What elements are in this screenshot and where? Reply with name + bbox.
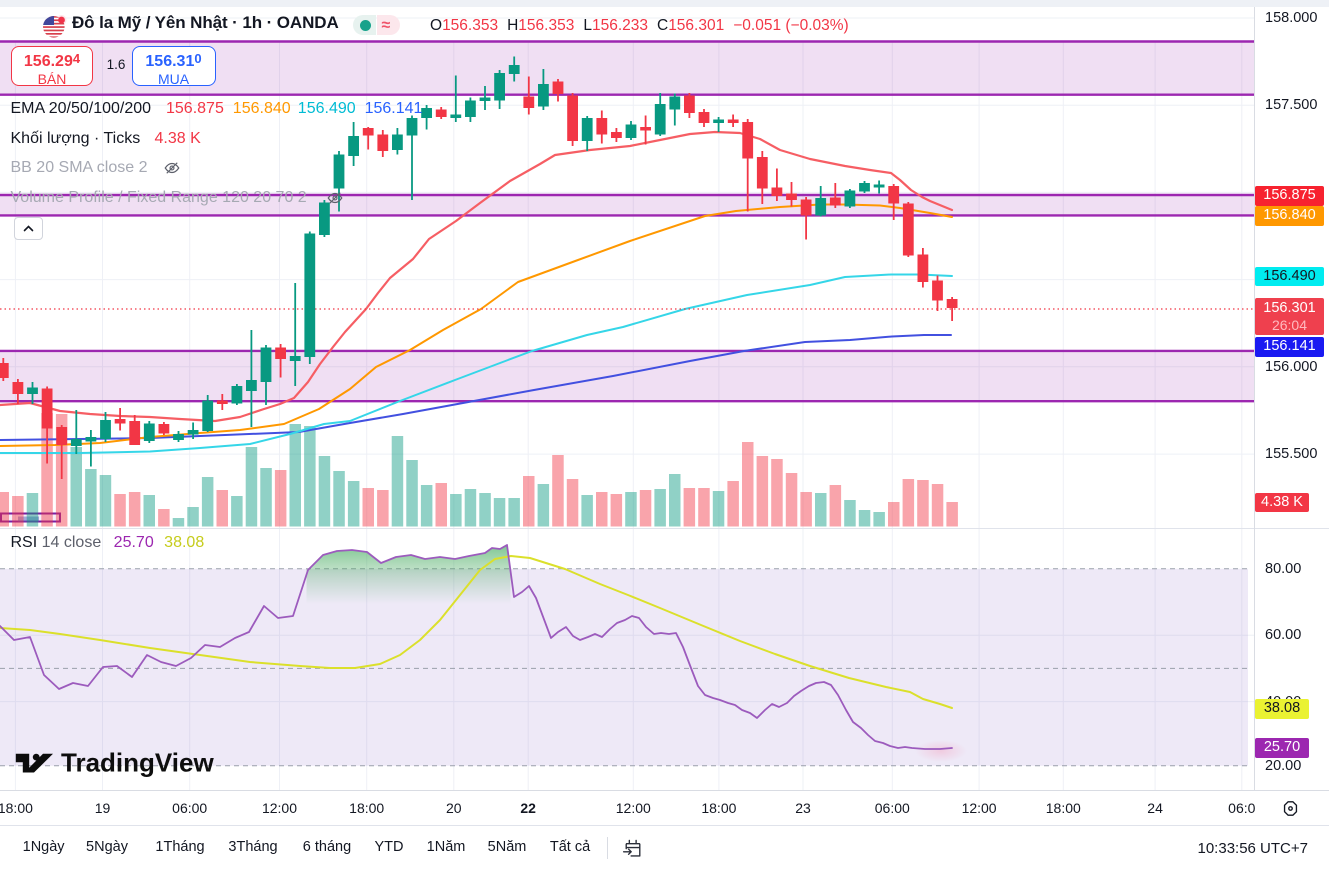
svg-text:TradingView: TradingView <box>61 748 214 778</box>
